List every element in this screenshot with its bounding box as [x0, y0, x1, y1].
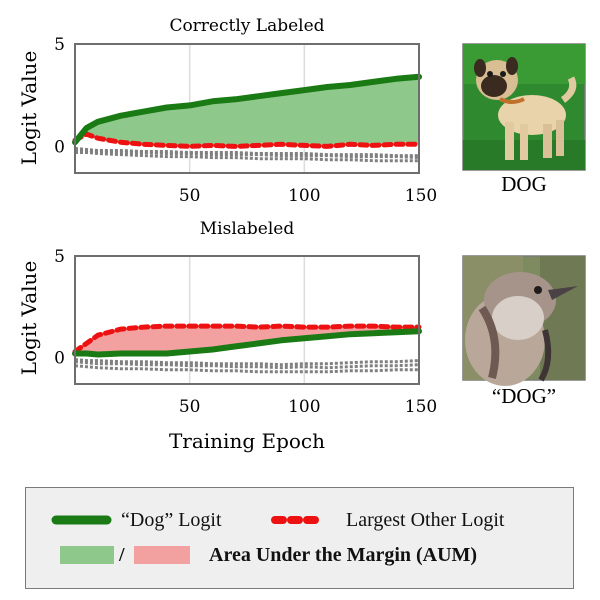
largest-other-logit-line	[72, 131, 422, 149]
y-axis-label: Logit Value	[17, 261, 41, 376]
legend-aum-red-swatch	[134, 546, 190, 564]
aum-area	[75, 326, 419, 355]
chart-title: Mislabeled	[200, 219, 295, 239]
bird-image	[462, 255, 586, 386]
x-tick-label: 50	[179, 186, 201, 206]
legend: “Dog” Logit Largest Other Logit / Area U…	[25, 487, 574, 589]
pug-caption: DOG	[501, 172, 547, 196]
plot-frame	[74, 43, 420, 174]
largest-other-logit-line	[72, 323, 422, 354]
chart-mislabeled: Mislabeled Logit Value Training Epoch 50…	[17, 219, 437, 453]
y-tick-label: 0	[54, 349, 65, 369]
y-axis-label: Logit Value	[17, 51, 41, 166]
legend-aum-label: Area Under the Margin (AUM)	[209, 544, 478, 566]
y-tick-label: 5	[54, 35, 65, 55]
y-tick-label: 0	[54, 137, 65, 157]
x-tick-label: 50	[179, 397, 201, 417]
pug-image	[462, 43, 586, 171]
x-tick-label: 150	[405, 186, 437, 206]
dog-logit-line	[72, 73, 422, 146]
y-tick-label: 5	[54, 247, 65, 267]
other-logit-line	[74, 146, 419, 158]
x-tick-label: 100	[288, 186, 320, 206]
chart-correctly-labeled: Correctly Labeled Logit Value 50 100 150 0 5	[17, 16, 437, 206]
legend-slash: /	[119, 544, 125, 566]
legend-other-logit-label: Largest Other Logit	[346, 509, 505, 531]
legend-aum-green-swatch	[60, 546, 114, 564]
aum-area	[75, 76, 419, 147]
chart-title: Correctly Labeled	[169, 16, 324, 36]
other-logit-line	[75, 151, 419, 163]
x-tick-label: 100	[288, 397, 320, 417]
bird-caption: “DOG”	[492, 384, 556, 408]
x-axis-label: Training Epoch	[169, 429, 325, 453]
other-logit-line	[75, 149, 420, 160]
legend-dog-logit-label: “Dog” Logit	[121, 509, 222, 531]
x-tick-label: 150	[405, 397, 437, 417]
dog-logit-line	[72, 328, 422, 358]
other-logit-line	[74, 360, 420, 370]
plot-frame	[74, 255, 420, 385]
other-logit-line	[74, 364, 419, 374]
other-logit-line	[74, 358, 420, 367]
